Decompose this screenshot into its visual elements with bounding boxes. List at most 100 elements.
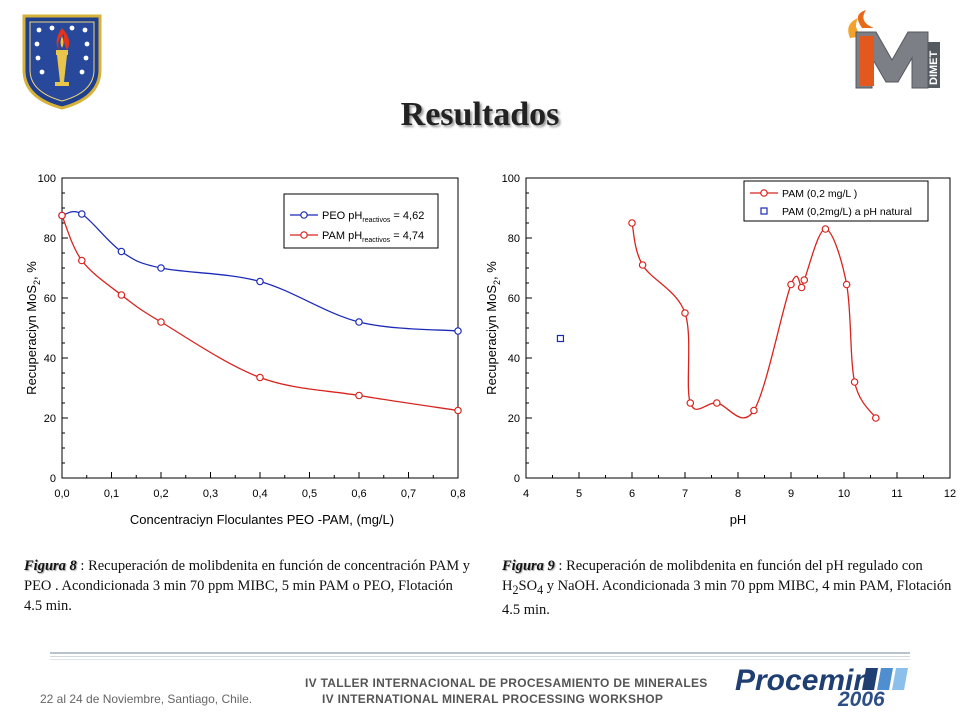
x-tick-label: 0,3 xyxy=(203,488,218,500)
data-point-pam xyxy=(787,280,795,289)
y-tick-label: 0 xyxy=(50,473,56,485)
data-point-pam xyxy=(58,211,66,220)
y-tick-label: 80 xyxy=(508,233,520,245)
page-title: Resultados xyxy=(400,96,560,133)
data-point-pam xyxy=(750,406,758,415)
y-tick-label: 40 xyxy=(508,353,520,365)
legend-marker-peo xyxy=(300,211,308,219)
figure-9-sub-4: 4 xyxy=(537,582,544,597)
data-point-pam-natural-ph xyxy=(556,334,565,343)
university-shield-logo xyxy=(22,14,102,110)
data-point-pam xyxy=(821,225,830,233)
figure-9-label: Figura 9 xyxy=(502,558,555,574)
procemin-brand: Procemin xyxy=(735,664,872,697)
figure-9-text-3: y NaOH. Acondicionada 3 min 70 ppm MIBC,… xyxy=(502,578,952,618)
x-tick-label: 7 xyxy=(682,488,688,500)
legend-label-pam: PAM (0,2 mg/L ) xyxy=(782,188,857,200)
x-tick-label: 4 xyxy=(523,488,529,500)
data-point-pam xyxy=(638,261,647,269)
data-point-peo xyxy=(256,277,264,286)
figure-8-text: : Recuperación de molibdenita en función… xyxy=(24,558,471,614)
x-tick-label: 0,0 xyxy=(54,488,69,500)
y-tick-label: 100 xyxy=(38,173,56,185)
y-tick-label: 20 xyxy=(508,413,520,425)
footer-divider xyxy=(50,656,910,657)
figure-8-label: Figura 8 xyxy=(24,558,77,574)
y-tick-label: 80 xyxy=(44,233,56,245)
y-tick-label: 20 xyxy=(44,413,56,425)
data-point-pam xyxy=(117,291,126,299)
x-tick-label: 0,5 xyxy=(302,488,317,500)
footer-banner: 22 al 24 de Noviembre, Santiago, Chile. … xyxy=(0,648,960,720)
legend-marker-pam xyxy=(760,189,768,197)
legend-box xyxy=(283,193,439,249)
footer-event-english: IV INTERNATIONAL MINERAL PROCESSING WORK… xyxy=(322,692,664,706)
legend-label-peo: PEO pHreactivos = 4,62 xyxy=(322,210,424,224)
data-point-pam xyxy=(871,414,880,422)
footer-event-spanish: IV TALLER INTERNACIONAL DE PROCESAMIENTO… xyxy=(305,676,708,690)
x-tick-label: 10 xyxy=(838,488,850,500)
data-point-peo xyxy=(117,247,126,256)
data-point-peo xyxy=(157,264,165,272)
data-point-pam xyxy=(681,309,689,317)
y-axis-label: Recuperaciyn MoS2, % xyxy=(24,261,42,395)
y-tick-label: 100 xyxy=(502,173,520,185)
figure-8-caption: Figura 8 : Recuperación de molibdenita e… xyxy=(24,556,474,616)
chart-legend: PEO pHreactivos = 4,62 PAM pHreactivos =… xyxy=(283,193,439,249)
data-point-pam xyxy=(713,399,721,407)
figure-9-caption: Figura 9 : Recuperación de molibdenita e… xyxy=(502,556,952,620)
data-point-peo xyxy=(355,318,363,326)
data-point-pam xyxy=(797,283,806,292)
series-line-pam xyxy=(631,222,877,419)
y-tick-label: 60 xyxy=(508,293,520,305)
x-tick-label: 0,8 xyxy=(450,488,465,500)
footer-divider xyxy=(50,659,910,660)
data-point-pam xyxy=(842,280,851,289)
data-point-pam xyxy=(355,391,363,400)
data-point-peo xyxy=(78,210,86,218)
x-tick-label: 9 xyxy=(788,488,794,500)
x-tick-label: 11 xyxy=(891,488,902,500)
legend-box xyxy=(743,180,929,222)
y-tick-label: 40 xyxy=(44,353,56,365)
data-point-pam xyxy=(256,373,264,382)
y-axis-label: Recuperaciyn MoS2, % xyxy=(484,261,502,395)
x-tick-label: 0,7 xyxy=(401,488,416,500)
legend-marker-natural-ph xyxy=(760,207,768,215)
data-point-peo xyxy=(454,327,462,335)
x-tick-label: 0,2 xyxy=(153,488,168,500)
dimet-logo-text: DIMET xyxy=(928,51,940,86)
legend-marker-pam xyxy=(300,231,308,239)
figure-9-text-2: SO xyxy=(518,578,538,594)
data-point-pam xyxy=(78,256,86,265)
figure-9-sub-2: 2 xyxy=(512,582,519,597)
x-axis-label: pH xyxy=(730,512,747,527)
procemin-logo-bars xyxy=(860,668,910,690)
data-point-pam xyxy=(800,276,809,284)
x-tick-label: 0,1 xyxy=(104,488,119,500)
x-tick-label: 0,6 xyxy=(351,488,366,500)
chart-recovery-vs-ph: 4 5 6 7 8 9 10 11 12 0 20 40 60 80 100 PAM (0,2 mg/L … xyxy=(480,160,960,530)
data-point-pam xyxy=(157,318,165,326)
data-point-pam xyxy=(686,399,695,407)
legend-label-natural-ph: PAM (0,2mg/L) a pH natural xyxy=(782,206,912,218)
y-tick-label: 0 xyxy=(514,473,520,485)
footer-date-place: 22 al 24 de Noviembre, Santiago, Chile. xyxy=(40,692,253,706)
footer-divider xyxy=(50,652,910,654)
x-tick-label: 12 xyxy=(944,488,956,500)
x-tick-label: 8 xyxy=(735,488,741,500)
plot-frame xyxy=(525,177,951,479)
chart-legend: PAM (0,2 mg/L ) PAM (0,2mg/L) a pH natur… xyxy=(743,180,929,222)
legend-label-pam: PAM pHreactivos = 4,74 xyxy=(322,230,424,244)
x-tick-label: 6 xyxy=(629,488,635,500)
figure-9-text-1: : Recuperación de molibdenita en función… xyxy=(502,558,923,594)
dimet-logo: DIMET xyxy=(842,8,942,92)
data-point-pam xyxy=(454,406,462,415)
data-point-pam xyxy=(850,378,859,386)
x-axis-label: Concentraciyn Floculantes PEO -PAM, (mg/… xyxy=(130,512,394,527)
x-tick-label: 0,4 xyxy=(252,488,267,500)
y-tick-label: 60 xyxy=(44,293,56,305)
chart-recovery-vs-concentration: 0,0 0,1 0,2 0,3 0,4 0,5 0,6 0,7 0,8 0 20 40 60 80 100… xyxy=(0,160,480,530)
procemin-year: 2006 xyxy=(838,688,885,711)
data-point-pam xyxy=(628,219,636,227)
